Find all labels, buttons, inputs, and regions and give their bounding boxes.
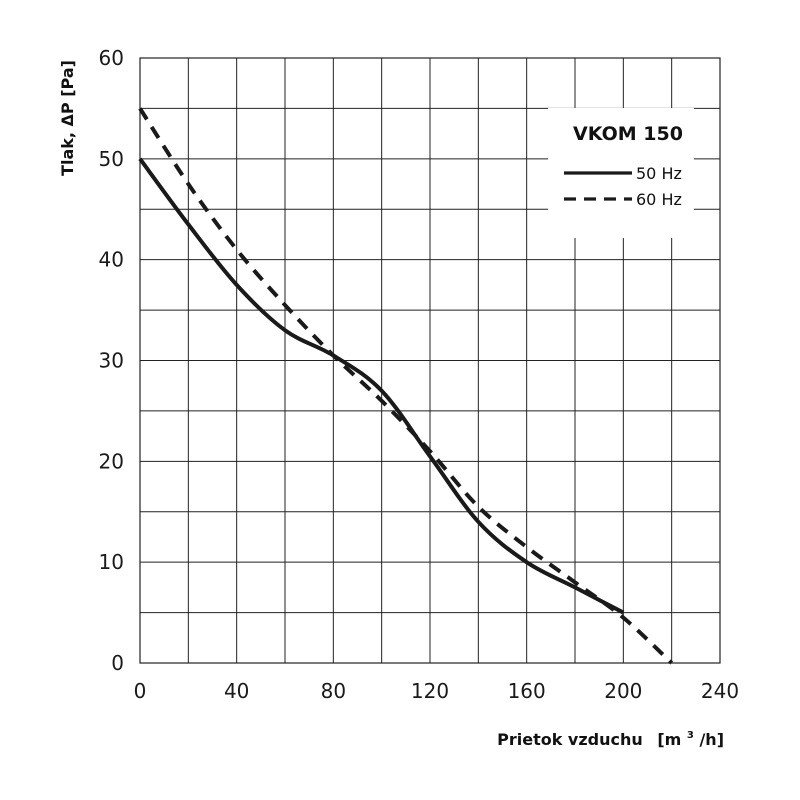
x-axis-label: Prietok vzduchu [m 3 /h] <box>497 723 724 749</box>
y-tick-label-30: 30 <box>99 349 124 373</box>
x-tick-label-240: 240 <box>701 679 739 703</box>
x-axis-label-unit-sup: 3 <box>687 730 694 741</box>
y-tick-label-60: 60 <box>99 46 124 70</box>
series-line-60-hz <box>138 107 674 665</box>
x-tick-label-80: 80 <box>321 679 346 703</box>
x-axis-label-unit-pre: [m <box>657 730 681 749</box>
x-tick-label-120: 120 <box>411 679 449 703</box>
x-tick-label-200: 200 <box>604 679 642 703</box>
legend-title: VKOM 150 <box>573 123 683 145</box>
y-tick-label-0: 0 <box>111 651 124 675</box>
legend-label-60-hz: 60 Hz <box>636 190 682 209</box>
x-axis-label-unit-post: /h] <box>699 730 724 749</box>
y-tick-label-50: 50 <box>99 147 124 171</box>
x-tick-label-40: 40 <box>224 679 249 703</box>
y-tick-label-10: 10 <box>99 550 124 574</box>
x-axis-label-main: Prietok vzduchu <box>497 730 643 749</box>
x-tick-label-160: 160 <box>508 679 546 703</box>
y-axis-label: Tlak, ΔP [Pa] <box>58 60 77 176</box>
tick-labels: 0 40 80 120 160 200 240 0 10 20 30 40 50 60 <box>99 46 740 703</box>
y-tick-label-20: 20 <box>99 449 124 473</box>
series <box>138 107 674 665</box>
plot-frame <box>139 57 721 664</box>
legend-entries: 50 Hz 60 Hz <box>564 164 682 209</box>
x-tick-label-0: 0 <box>134 679 147 703</box>
legend: VKOM 150 50 Hz 60 Hz <box>548 108 694 238</box>
series-line-50-hz <box>138 157 625 615</box>
legend-label-50-hz: 50 Hz <box>636 164 682 183</box>
y-tick-label-40: 40 <box>99 248 124 272</box>
